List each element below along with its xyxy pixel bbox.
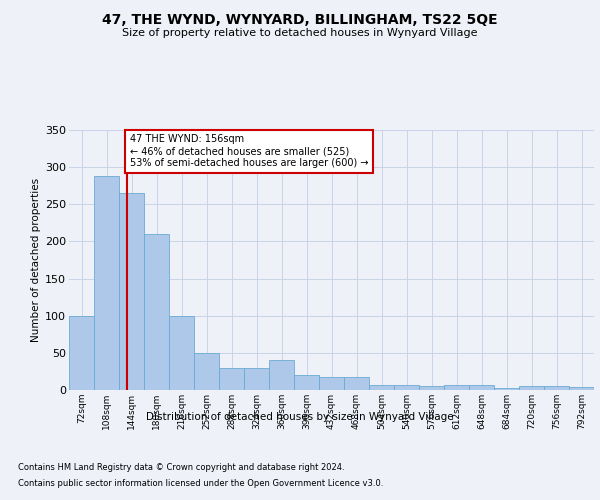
Bar	[569, 387, 594, 390]
Text: Contains HM Land Registry data © Crown copyright and database right 2024.: Contains HM Land Registry data © Crown c…	[18, 464, 344, 472]
Bar	[269, 360, 294, 390]
Bar	[469, 385, 494, 390]
Bar	[519, 386, 544, 390]
Bar	[419, 386, 444, 390]
Text: 47 THE WYND: 156sqm
← 46% of detached houses are smaller (525)
53% of semi-detac: 47 THE WYND: 156sqm ← 46% of detached ho…	[130, 134, 368, 168]
Bar	[194, 353, 219, 390]
Bar	[369, 385, 394, 390]
Y-axis label: Number of detached properties: Number of detached properties	[31, 178, 41, 342]
Bar	[69, 316, 94, 390]
Bar	[219, 368, 244, 390]
Bar	[94, 176, 119, 390]
Bar	[319, 376, 344, 390]
Bar	[119, 193, 144, 390]
Bar	[294, 375, 319, 390]
Bar	[344, 376, 369, 390]
Bar	[144, 234, 169, 390]
Text: Size of property relative to detached houses in Wynyard Village: Size of property relative to detached ho…	[122, 28, 478, 38]
Text: Contains public sector information licensed under the Open Government Licence v3: Contains public sector information licen…	[18, 478, 383, 488]
Text: 47, THE WYND, WYNYARD, BILLINGHAM, TS22 5QE: 47, THE WYND, WYNYARD, BILLINGHAM, TS22 …	[102, 12, 498, 26]
Bar	[244, 368, 269, 390]
Bar	[394, 385, 419, 390]
Bar	[494, 388, 519, 390]
Bar	[169, 316, 194, 390]
Bar	[444, 385, 469, 390]
Text: Distribution of detached houses by size in Wynyard Village: Distribution of detached houses by size …	[146, 412, 454, 422]
Bar	[544, 386, 569, 390]
